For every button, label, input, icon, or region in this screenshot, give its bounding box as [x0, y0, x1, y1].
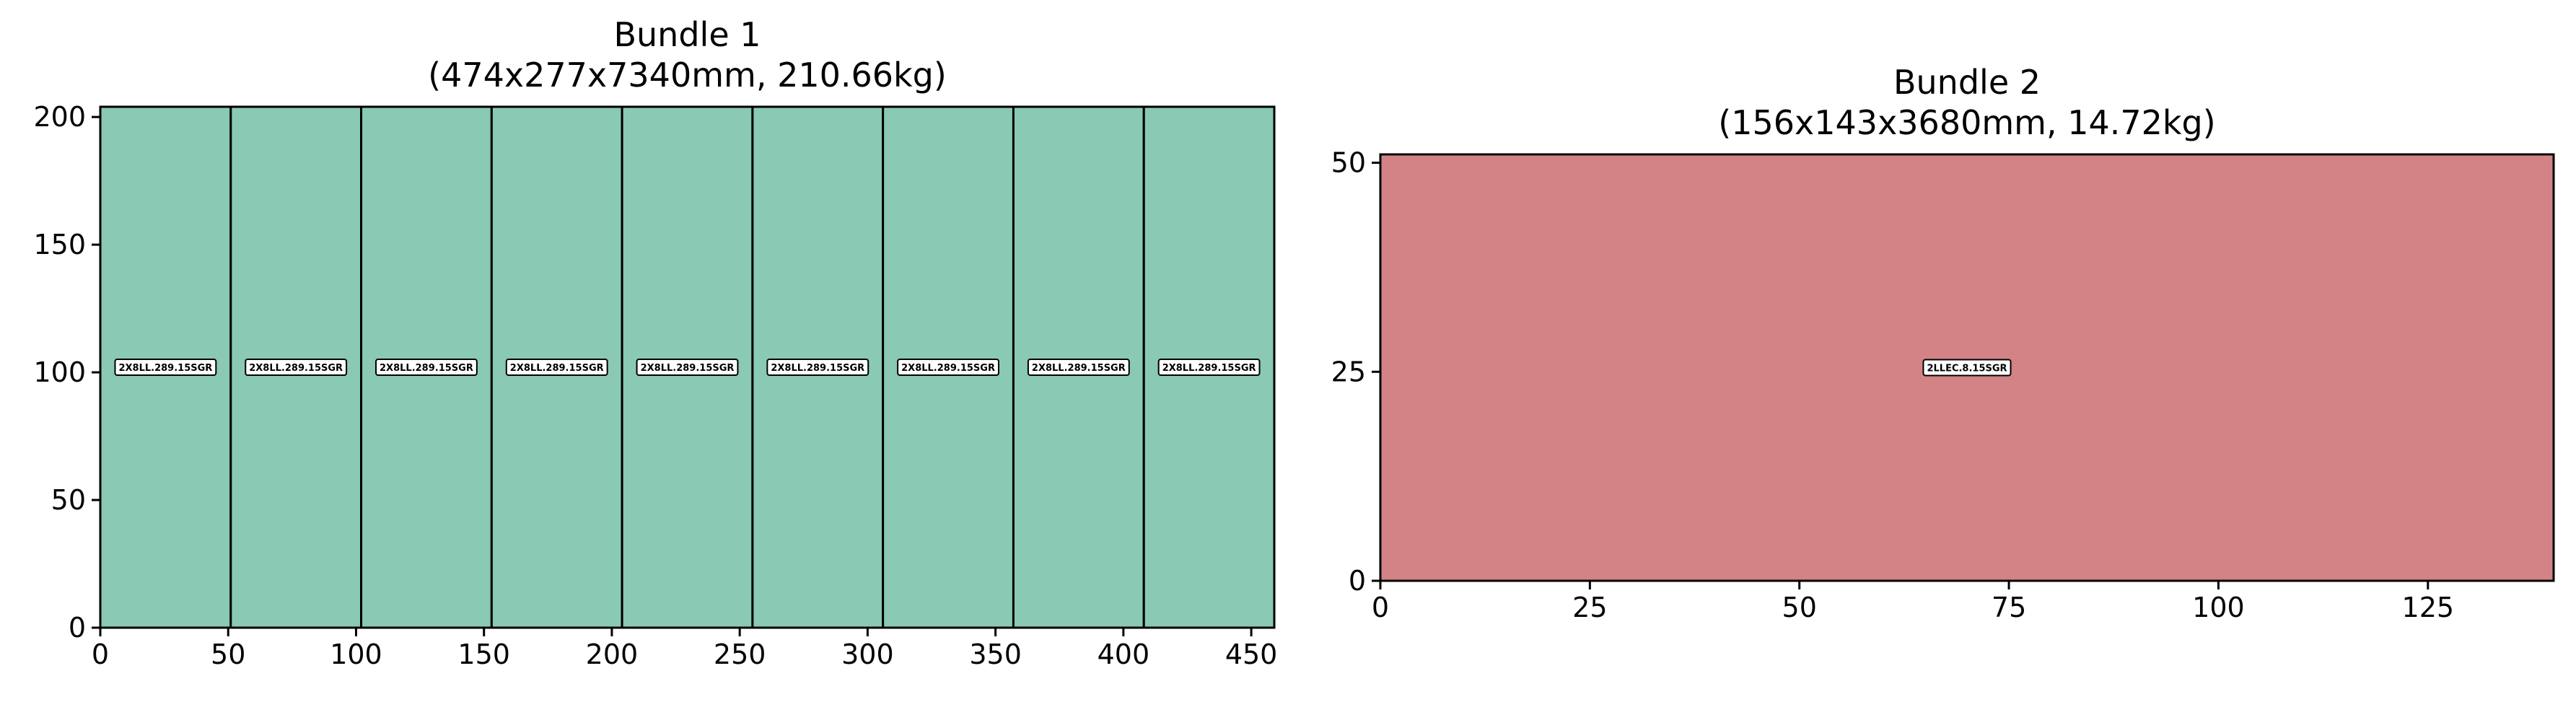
- y-tick-label: 25: [1331, 356, 1366, 387]
- box-label: 2X8LL.289.15SGR: [505, 359, 608, 376]
- bundle-1-chart: Bundle 1(474x277x7340mm, 210.66kg) 2X8LL.…: [33, 15, 1277, 670]
- box-label: 2X8LL.289.15SGR: [897, 359, 999, 376]
- x-tick-label: 50: [1782, 592, 1817, 623]
- box-label-text: 2X8LL.289.15SGR: [1032, 363, 1126, 374]
- y-tick-label: 150: [33, 229, 86, 260]
- axes-frame: [99, 105, 1276, 629]
- y-tick-label: 0: [69, 612, 86, 644]
- x-tick-label: 0: [1372, 592, 1389, 623]
- x-tick-label: 150: [457, 639, 510, 670]
- box-label-text: 2X8LL.289.15SGR: [118, 363, 212, 374]
- box-label-text: 2X8LL.289.15SGR: [1162, 363, 1256, 374]
- x-tick-label: 250: [714, 639, 766, 670]
- box-label-text: 2X8LL.289.15SGR: [641, 363, 735, 374]
- y-tick-label: 100: [33, 356, 86, 388]
- box-label-background: [1157, 359, 1261, 376]
- box-label-text: 2X8LL.289.15SGR: [771, 363, 864, 374]
- x-tick-label: 100: [2192, 592, 2245, 623]
- bundle-2-chart: Bundle 2(156x143x3680mm, 14.72kg) 2LLEC.8…: [1331, 63, 2555, 623]
- box-label-text: 2LLEC.8.15SGR: [1927, 364, 2007, 374]
- x-tick-label: 25: [1572, 592, 1607, 623]
- box-label-background: [114, 359, 217, 376]
- chart-title: Bundle 1: [613, 15, 761, 54]
- box-label: 2X8LL.289.15SGR: [114, 359, 217, 376]
- chart-subtitle: (156x143x3680mm, 14.72kg): [1718, 103, 2215, 142]
- x-tick-label: 100: [330, 639, 382, 670]
- box-label-background: [636, 359, 739, 376]
- y-tick-label: 50: [51, 484, 86, 516]
- box-label-background: [1922, 359, 2012, 377]
- box-label: 2X8LL.289.15SGR: [375, 359, 478, 376]
- box-label-background: [505, 359, 608, 376]
- box-label-background: [375, 359, 478, 376]
- y-tick-label: 0: [1349, 565, 1366, 597]
- x-tick-label: 200: [586, 639, 639, 670]
- y-tick-label: 200: [33, 101, 86, 133]
- x-tick-label: 350: [969, 639, 1022, 670]
- box-label-text: 2X8LL.289.15SGR: [249, 363, 343, 374]
- x-tick-label: 400: [1098, 639, 1150, 670]
- box-label-text: 2X8LL.289.15SGR: [901, 363, 995, 374]
- x-tick-label: 50: [211, 639, 245, 670]
- box-label: 2LLEC.8.15SGR: [1922, 359, 2012, 377]
- box-label: 2X8LL.289.15SGR: [1157, 359, 1261, 376]
- chart-title: Bundle 2: [1893, 63, 2041, 102]
- box-label-background: [897, 359, 999, 376]
- chart-subtitle: (474x277x7340mm, 210.66kg): [428, 56, 947, 95]
- box-label-background: [1027, 359, 1130, 376]
- x-tick-label: 450: [1225, 639, 1278, 670]
- box-label: 2X8LL.289.15SGR: [245, 359, 348, 376]
- box-label-text: 2X8LL.289.15SGR: [380, 363, 473, 374]
- box-label: 2X8LL.289.15SGR: [636, 359, 739, 376]
- x-tick-label: 0: [92, 639, 109, 670]
- box-label: 2X8LL.289.15SGR: [766, 359, 869, 376]
- box-label-background: [766, 359, 869, 376]
- y-tick-label: 50: [1331, 147, 1366, 179]
- x-tick-label: 75: [1992, 592, 2026, 623]
- box-label-background: [245, 359, 348, 376]
- axes-frame: [1379, 153, 2555, 582]
- x-tick-label: 300: [841, 639, 894, 670]
- x-tick-label: 125: [2402, 592, 2455, 623]
- box-label: 2X8LL.289.15SGR: [1027, 359, 1130, 376]
- box-label-text: 2X8LL.289.15SGR: [510, 363, 604, 374]
